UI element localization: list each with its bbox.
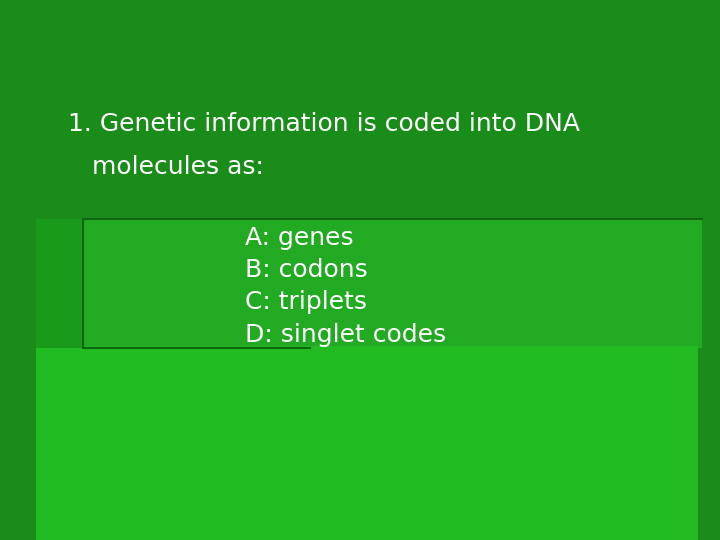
Text: B: codons: B: codons	[245, 258, 367, 282]
Text: C: triplets: C: triplets	[245, 291, 366, 314]
Bar	[83, 219, 702, 348]
Text: 1. Genetic information is coded into DNA: 1. Genetic information is coded into DNA	[68, 112, 580, 136]
Bar	[36, 346, 698, 540]
Text: molecules as:: molecules as:	[68, 156, 264, 179]
Text: A: genes: A: genes	[245, 226, 354, 249]
Text: D: singlet codes: D: singlet codes	[245, 323, 446, 347]
Bar	[36, 219, 83, 348]
